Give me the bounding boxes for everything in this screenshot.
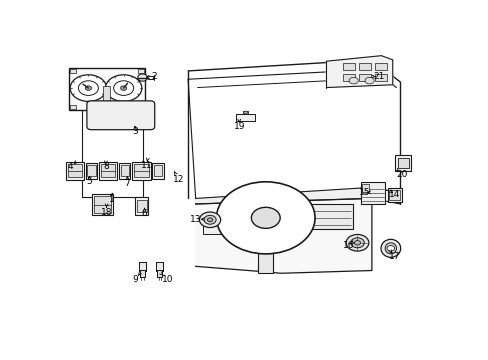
Bar [157,270,162,278]
Text: 11: 11 [141,161,152,170]
Text: 16: 16 [343,240,354,249]
Bar [395,156,410,171]
Text: 2: 2 [151,72,157,81]
Circle shape [350,238,364,248]
Circle shape [113,81,133,95]
Bar [258,221,273,273]
Bar [224,198,269,215]
Circle shape [104,114,109,117]
Bar [397,158,408,168]
Circle shape [78,81,98,95]
Circle shape [251,207,280,228]
Bar [94,197,111,213]
Bar [139,262,146,270]
Bar [156,262,163,270]
Bar [135,197,148,215]
Circle shape [138,74,147,81]
Text: 14: 14 [388,190,400,199]
Ellipse shape [380,239,400,257]
Circle shape [203,215,216,224]
Bar [85,163,97,179]
Ellipse shape [385,243,396,254]
Circle shape [85,86,91,90]
Bar [140,270,145,278]
Bar [65,162,84,180]
Circle shape [70,75,106,102]
Text: 18: 18 [101,208,112,217]
Circle shape [365,77,373,84]
Polygon shape [195,198,371,273]
Bar [157,270,162,278]
Bar [139,262,146,270]
Bar [236,114,255,121]
Bar [388,190,399,200]
Text: 1: 1 [109,195,115,204]
Circle shape [354,240,360,245]
Circle shape [244,111,247,114]
Text: 12: 12 [173,175,184,184]
Text: 20: 20 [396,170,407,179]
Circle shape [121,86,126,90]
Circle shape [348,77,358,84]
Text: 7: 7 [124,179,130,188]
Bar [152,163,163,179]
Text: 4: 4 [68,162,73,171]
Text: 13: 13 [189,215,201,224]
Bar [296,204,352,229]
Bar [101,164,115,177]
Bar [134,164,148,177]
Bar [70,69,76,73]
Text: 21: 21 [373,72,385,81]
Bar [132,162,150,180]
Bar [138,105,144,109]
Circle shape [216,182,314,254]
Text: 9: 9 [132,275,138,284]
Polygon shape [326,56,392,87]
Bar [359,63,370,69]
Bar [138,69,144,73]
Bar [140,270,145,278]
Bar [203,215,224,234]
Text: 8: 8 [103,162,108,171]
Bar [119,163,130,179]
Bar [359,74,370,81]
Text: 17: 17 [388,252,400,261]
Text: 5: 5 [86,177,92,186]
Circle shape [199,212,220,228]
Bar [69,68,145,110]
Bar [70,105,76,109]
Bar [343,74,354,81]
Text: 10: 10 [161,275,173,284]
Text: 15: 15 [358,188,369,197]
Bar [374,74,386,81]
Bar [243,111,248,114]
Text: 3: 3 [132,127,138,136]
Bar [154,166,162,176]
Circle shape [386,246,394,251]
Text: 19: 19 [233,122,244,131]
Bar [67,164,82,177]
Bar [136,200,146,212]
Polygon shape [195,187,371,204]
Bar [92,194,113,215]
FancyBboxPatch shape [87,101,154,130]
Bar [87,166,96,176]
Bar [92,115,98,118]
Bar [143,115,149,118]
Bar [361,184,368,192]
Bar [360,182,385,204]
Bar [374,63,386,69]
Circle shape [346,234,368,251]
Bar [387,188,401,202]
Circle shape [207,218,212,222]
Bar [343,63,354,69]
Bar [99,162,117,180]
Bar [102,86,109,103]
Bar [156,262,163,270]
Bar [121,166,129,176]
Circle shape [105,75,142,102]
Text: 6: 6 [142,209,147,218]
Circle shape [119,114,124,117]
